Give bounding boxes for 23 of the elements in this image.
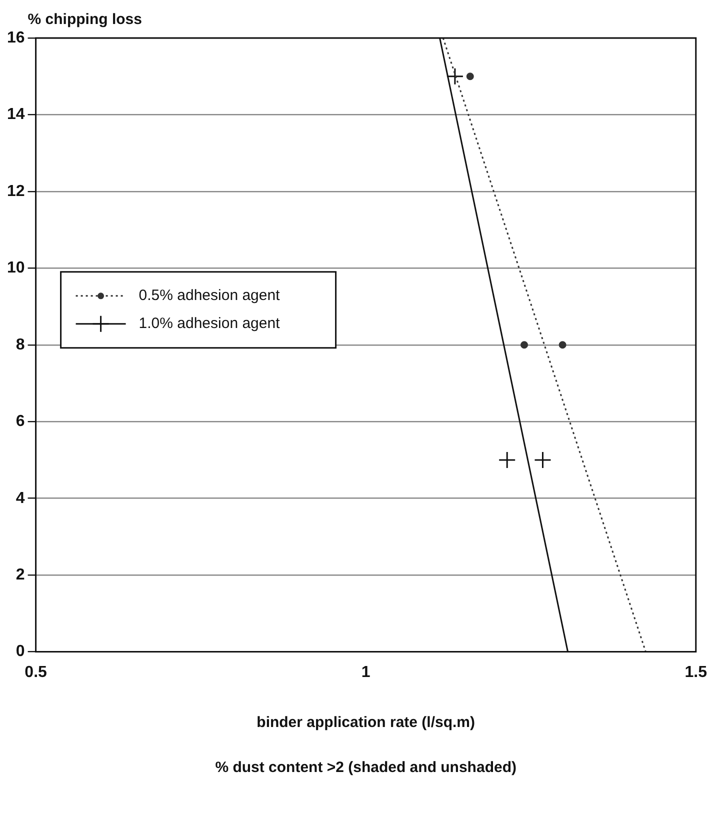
point	[520, 341, 528, 349]
x-tick-label: 1.5	[684, 664, 708, 681]
point	[498, 451, 516, 469]
y-tick-label: 14	[7, 106, 25, 124]
point	[558, 341, 566, 349]
text: % dust content >2 (shaded and unshaded)	[215, 758, 516, 776]
x-tick-label: 0.5	[24, 664, 48, 681]
legend-label: 1.0% adhesion agent	[138, 315, 281, 332]
y-tick-label: 6	[16, 413, 25, 430]
y-tick-label: 8	[16, 336, 25, 354]
y-tick-label: 4	[16, 490, 25, 507]
x-tick-label: 1	[361, 664, 370, 681]
point	[446, 68, 464, 86]
y-tick-label: 12	[7, 182, 25, 200]
y-tick-label: 0	[16, 643, 25, 660]
legend-label: 0.5% adhesion agent	[138, 287, 281, 304]
y-axis-title: % chipping loss	[28, 11, 142, 28]
y-tick-label: 16	[7, 29, 25, 46]
y-tick-label: 10	[7, 260, 25, 277]
y-tick-label: 2	[16, 566, 25, 584]
x-axis-title: binder application rate (l/sq.m)	[256, 714, 476, 731]
point	[466, 72, 474, 80]
point	[534, 451, 552, 469]
